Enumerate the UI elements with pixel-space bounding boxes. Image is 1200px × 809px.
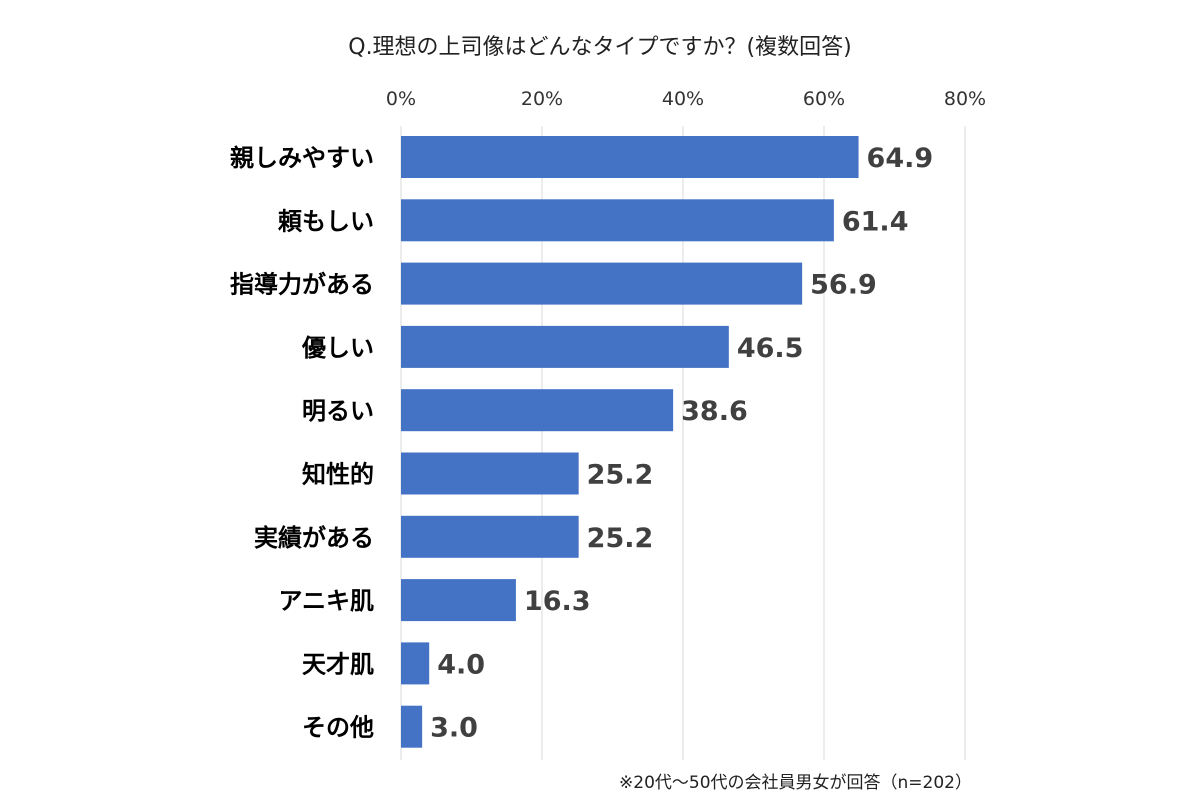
category-label: 頼もしい	[278, 207, 374, 235]
category-label: アニキ肌	[278, 587, 374, 615]
category-label: 指導力がある	[230, 271, 374, 299]
x-axis-tick-labels: 0% 20% 40% 60% 80%	[386, 88, 986, 110]
value-label: 61.4	[842, 206, 909, 237]
bar	[401, 199, 834, 242]
category-label: その他	[302, 714, 374, 742]
bar	[401, 136, 859, 178]
value-label: 16.3	[524, 586, 591, 617]
value-label: 3.0	[430, 713, 478, 744]
bar	[401, 325, 729, 368]
value-label: 64.9	[867, 143, 934, 174]
value-labels: 64.9 61.4 56.9 46.5 38.6 25.2 25.2 16.3 4.0 3.0	[430, 143, 933, 744]
bar	[401, 515, 579, 558]
bar	[401, 389, 674, 432]
bar	[401, 262, 803, 305]
category-label: 実績がある	[254, 524, 374, 552]
category-label: 天才肌	[302, 650, 374, 678]
bar	[401, 705, 423, 748]
x-tick-label: 60%	[803, 88, 845, 110]
footnote: ※20代～50代の会社員男女が回答（n=202）	[619, 773, 972, 793]
value-label: 56.9	[810, 270, 877, 301]
value-label: 4.0	[437, 649, 485, 680]
value-label: 46.5	[737, 333, 804, 364]
bar	[401, 452, 579, 495]
category-label: 親しみやすい	[230, 144, 374, 172]
value-label: 25.2	[587, 523, 654, 554]
bar	[401, 642, 430, 685]
x-tick-label: 40%	[662, 88, 704, 110]
value-label: 38.6	[681, 396, 748, 427]
bar	[401, 579, 516, 622]
bars	[401, 136, 859, 748]
category-label: 明るい	[302, 397, 374, 425]
x-tick-label: 0%	[386, 88, 416, 110]
chart-title: Q.理想の上司像はどんなタイプですか？(複数回答)	[348, 35, 851, 60]
category-label: 優しい	[301, 334, 374, 362]
x-tick-label: 20%	[521, 88, 563, 110]
value-label: 25.2	[587, 460, 654, 491]
category-label: 知性的	[302, 461, 374, 489]
x-tick-label: 80%	[944, 88, 986, 110]
